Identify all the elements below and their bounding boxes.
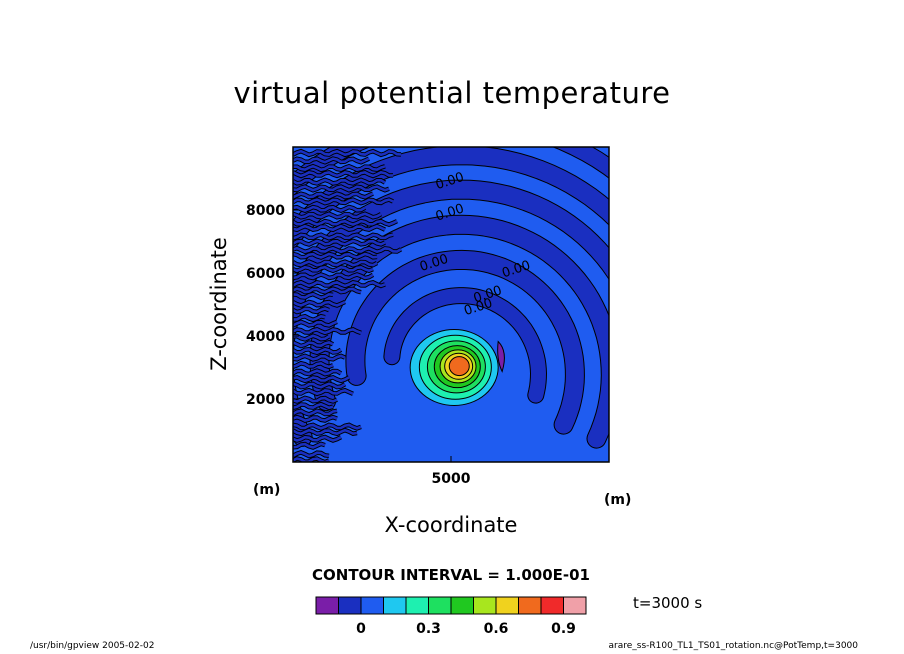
ripple-band <box>293 300 346 307</box>
colorbar-tick-label: 0 <box>356 621 366 637</box>
ripple-band <box>293 328 362 335</box>
ripple-band <box>293 341 334 348</box>
ripple-band <box>293 409 338 416</box>
ripple-band <box>293 265 374 273</box>
ripple-band <box>293 170 394 178</box>
ripple-band <box>293 354 346 361</box>
contour-interval-label: CONTOUR INTERVAL = 1.000E-01 <box>312 566 590 584</box>
ripple-band <box>293 361 334 369</box>
y-tick-label: 6000 <box>246 266 285 282</box>
y-tick-label: 2000 <box>246 392 285 408</box>
footer-file-info: arare_ss-R100_TL1_TS01_rotation.nc@PotTe… <box>608 641 859 651</box>
colorbar-swatch <box>315 596 339 615</box>
ripple-band <box>293 273 374 280</box>
colorbar-swatch <box>495 596 519 615</box>
colorbar-swatch <box>450 596 474 615</box>
contour-field <box>293 147 609 462</box>
ripple-band <box>293 292 334 300</box>
ripple-band <box>293 451 330 458</box>
chart-title: virtual potential temperature <box>233 76 671 110</box>
colorbar-swatch <box>360 596 384 615</box>
wave-band <box>310 215 609 448</box>
ripple-band <box>293 396 338 403</box>
ripple-band <box>293 260 378 267</box>
x-tick-label: 5000 <box>432 471 471 487</box>
wave-band <box>384 288 547 403</box>
x-axis-label: X-coordinate <box>384 513 518 537</box>
ripple-band <box>293 442 326 449</box>
time-label: t=3000 s <box>633 594 703 612</box>
ripple-band <box>293 287 362 294</box>
y-tick-label: 8000 <box>246 203 285 219</box>
ripple-band <box>293 185 390 192</box>
colorbar-tick-label: 0.3 <box>416 621 441 637</box>
wave-band <box>293 180 609 446</box>
ripple-band <box>293 212 382 219</box>
colorbar-swatch <box>518 596 542 615</box>
ripple-band <box>293 224 386 232</box>
ripple-band <box>293 423 362 430</box>
wave-band <box>293 147 609 251</box>
anomaly-contour <box>448 356 470 377</box>
wave-band <box>346 250 584 434</box>
colorbar-swatch <box>405 596 429 615</box>
y-axis-unit: (m) <box>253 482 281 498</box>
y-axis-label: Z-coordinate <box>207 237 231 371</box>
y-tick-label: 4000 <box>246 329 285 345</box>
ripple-band <box>293 198 394 205</box>
ripple-band <box>293 233 394 240</box>
footer-program-info: /usr/bin/gpview 2005-02-02 <box>30 641 155 651</box>
ripple-band <box>293 219 398 226</box>
ripple-band <box>293 314 326 322</box>
ripple-band <box>293 388 354 396</box>
ripple-band <box>293 205 366 212</box>
ripple-band <box>293 246 402 254</box>
ripple-band <box>293 435 342 442</box>
colorbar-swatch <box>540 596 564 615</box>
ripple-band <box>293 382 346 389</box>
x-axis-unit: (m) <box>604 492 632 508</box>
colorbar-swatch <box>563 596 587 615</box>
colorbar-tick-label: 0.6 <box>484 621 509 637</box>
ripple-band <box>293 280 386 288</box>
ripple-band <box>293 252 378 259</box>
ripple-band <box>293 149 402 157</box>
ripple-band <box>293 320 338 327</box>
axis-layer: 2000 4000 6000 8000 5000 <box>246 203 471 487</box>
colorbar-swatch <box>428 596 452 615</box>
ripple-band <box>293 157 370 164</box>
ripple-band <box>293 239 386 246</box>
ripple-band <box>293 334 330 341</box>
colorbar: 0 0.3 0.6 0.9 <box>315 596 587 637</box>
ripple-band <box>293 347 342 355</box>
ripple-band <box>293 415 338 422</box>
ripple-band <box>293 402 334 410</box>
ripple-band <box>293 178 386 185</box>
ripple-band <box>293 376 350 383</box>
ripple-band <box>293 307 330 314</box>
colorbar-swatch <box>473 596 497 615</box>
ripple-band <box>293 192 374 199</box>
colorbar-tick-label: 0.9 <box>551 621 576 637</box>
colorbar-swatch <box>338 596 362 615</box>
ripple-band <box>293 369 342 376</box>
ripple-band <box>293 428 358 436</box>
negative-anomaly-patch <box>497 340 505 373</box>
colorbar-swatch <box>383 596 407 615</box>
ripple-band <box>293 164 386 172</box>
